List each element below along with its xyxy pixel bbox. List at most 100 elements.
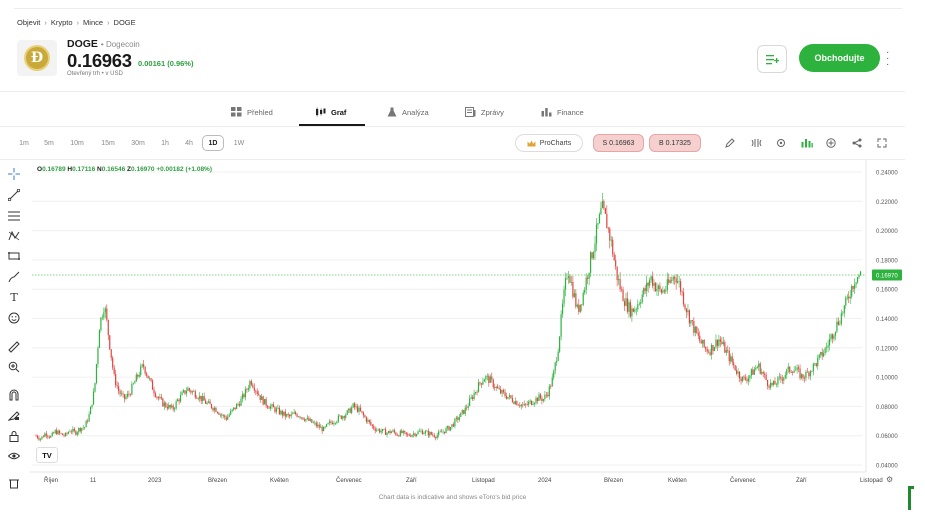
edge-marker [908, 486, 911, 510]
y-tick-label: 0.10000 [876, 376, 898, 382]
lock-icon[interactable] [7, 429, 21, 443]
breadcrumb-item-discover[interactable]: Objevit [17, 18, 41, 27]
pattern-tool-icon[interactable] [7, 229, 21, 243]
candle-body [413, 433, 415, 435]
crosshair-icon[interactable] [7, 167, 21, 181]
trade-button[interactable]: Obchodujte [799, 44, 880, 72]
candle-body [123, 394, 126, 399]
candle-body [262, 396, 264, 405]
candlestick-chart[interactable]: 0.24000 0.22000 0.20000 0.18000 0.16000 0.140… [30, 160, 905, 490]
candle-body [328, 421, 331, 424]
candle-body [460, 412, 462, 418]
candle-body [519, 405, 521, 407]
more-options-icon[interactable]: · · · [886, 47, 890, 70]
fullscreen-icon[interactable] [875, 136, 889, 150]
candle-body [39, 438, 42, 440]
settings-gear-icon[interactable] [774, 136, 788, 150]
magnet-icon[interactable] [7, 388, 21, 402]
indicators-icon[interactable] [749, 136, 763, 150]
flask-icon [387, 107, 397, 117]
candle-body [129, 394, 131, 396]
candle-body [814, 363, 816, 364]
candle-body [494, 387, 496, 388]
edge-marker-cap [908, 486, 914, 489]
projection-icon[interactable] [7, 249, 21, 263]
candle-body [837, 321, 839, 325]
candle-body [47, 435, 49, 437]
add-compare-icon[interactable] [824, 136, 838, 150]
timeframe-10m[interactable]: 10m [70, 139, 84, 147]
candle-body [210, 404, 213, 409]
candle-body [573, 293, 575, 297]
zoom-in-icon[interactable] [7, 360, 21, 374]
candle-body [485, 376, 487, 380]
timeframe-15m[interactable]: 15m [101, 139, 115, 147]
candle-body [542, 399, 544, 401]
candle-body [334, 423, 337, 424]
tradingview-logo[interactable]: TV [36, 447, 58, 463]
emoji-icon[interactable] [7, 311, 21, 325]
price-chart[interactable]: 0.24000 0.22000 0.20000 0.18000 0.16000 0.140… [30, 160, 905, 490]
candle-body [563, 289, 565, 304]
candle-body [362, 412, 365, 416]
candle-body [327, 423, 329, 425]
tab-finance[interactable]: Finance [541, 98, 584, 126]
lock-drawing-icon[interactable] [7, 408, 21, 422]
candle-body [446, 426, 449, 429]
timeframe-1h[interactable]: 1h [161, 139, 169, 147]
candle-body [693, 321, 695, 333]
trash-icon[interactable] [7, 476, 21, 490]
breadcrumb-item-crypto[interactable]: Krypto [50, 18, 73, 27]
candle-body [107, 319, 109, 336]
candles-icon [316, 107, 326, 117]
share-icon[interactable] [850, 136, 864, 150]
candle-body [694, 326, 696, 333]
buy-price-button[interactable]: B 0.17325 [649, 134, 701, 152]
tab-overview[interactable]: Přehled [231, 98, 273, 126]
candle-body [244, 389, 247, 398]
timeframe-1m[interactable]: 1m [19, 139, 29, 147]
trend-line-icon[interactable] [7, 188, 21, 202]
candle-body [559, 336, 561, 352]
tab-analysis[interactable]: Analýza [387, 98, 429, 126]
procharts-button[interactable]: ProCharts [515, 134, 583, 152]
pencil-icon[interactable] [723, 136, 737, 150]
watchlist-button[interactable] [757, 45, 787, 73]
candle-body [323, 426, 325, 432]
candle-body [697, 333, 699, 336]
candle-body [856, 277, 859, 283]
ruler-icon[interactable] [7, 340, 21, 354]
tradingview-indicator-icon[interactable] [800, 136, 814, 150]
candle-body [221, 414, 223, 416]
timeframe-5m[interactable]: 5m [44, 139, 54, 147]
candle-body [306, 417, 308, 420]
tab-chart[interactable]: Graf [315, 98, 346, 126]
candle-body [259, 395, 261, 400]
candle-body [162, 398, 164, 407]
timeframe-1d[interactable]: 1D [202, 135, 224, 151]
candle-body [601, 201, 603, 209]
breadcrumb-item-coins[interactable]: Mince [83, 18, 104, 27]
timeframe-4h[interactable]: 4h [185, 139, 193, 147]
eye-icon[interactable] [7, 449, 21, 463]
candle-body [190, 390, 192, 393]
brush-icon[interactable] [7, 270, 21, 284]
text-tool-icon[interactable]: T [10, 290, 18, 304]
candle-body [826, 347, 828, 349]
sell-price-button[interactable]: S 0.16963 [593, 134, 644, 152]
timeframe-30m[interactable]: 30m [131, 139, 145, 147]
candle-body [482, 381, 484, 385]
candle-body [420, 430, 422, 432]
ohlc-close-label: Z [127, 166, 132, 173]
candle-body [699, 335, 701, 341]
candle-body [225, 417, 227, 420]
candle-body [480, 383, 483, 385]
candle-body [678, 281, 680, 282]
candle-body [548, 386, 550, 397]
timeframe-1w[interactable]: 1W [233, 139, 245, 147]
candle-body [278, 407, 280, 415]
candle-body [809, 371, 811, 377]
candle-body [255, 390, 257, 392]
tab-news[interactable]: Zprávy [465, 98, 504, 126]
horizontal-lines-icon[interactable] [7, 209, 21, 223]
